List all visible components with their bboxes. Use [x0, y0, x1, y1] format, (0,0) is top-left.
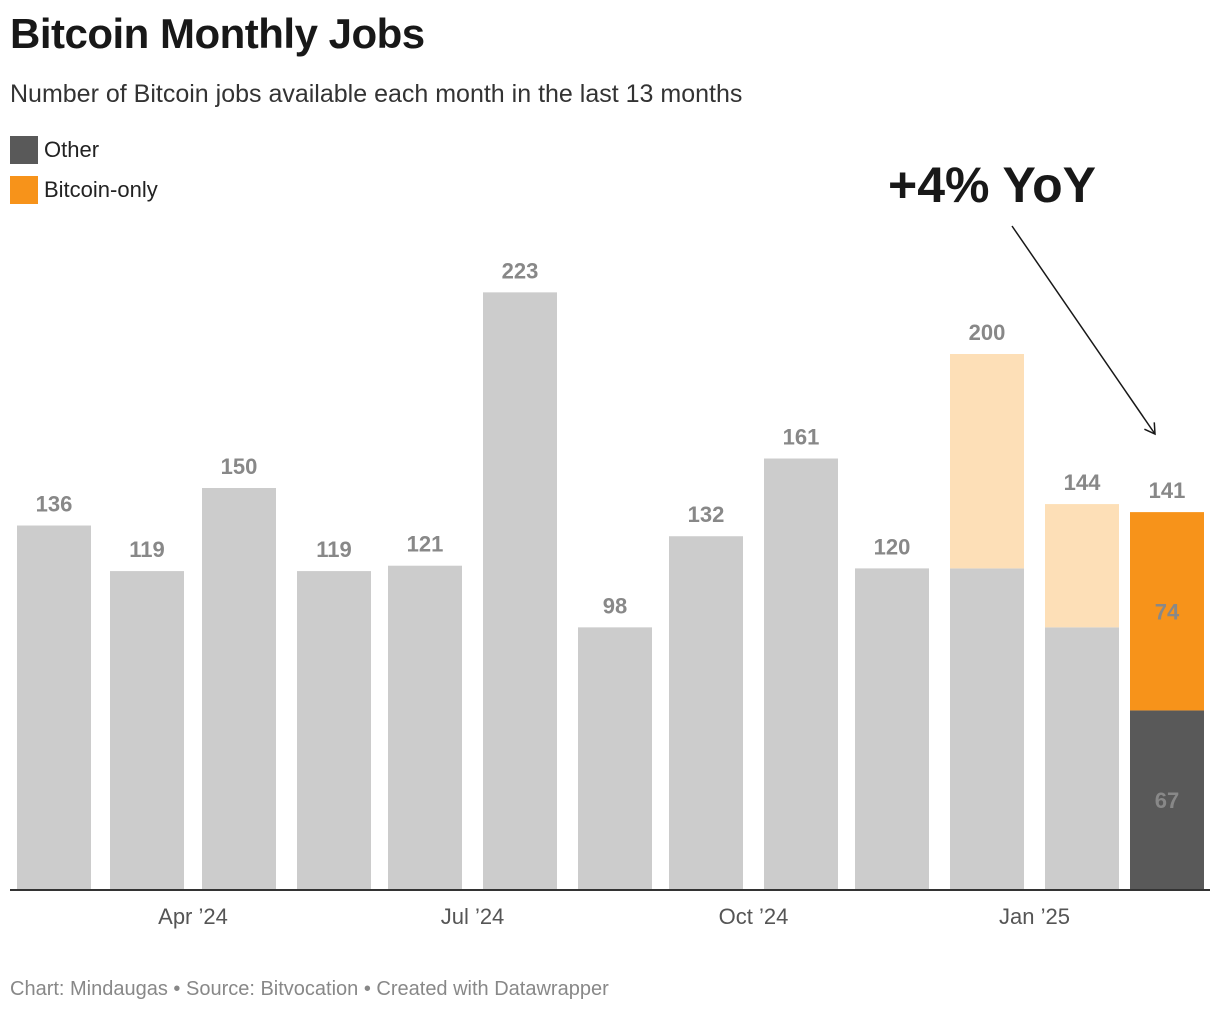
- bars: [17, 292, 1204, 890]
- value-label-11: 144: [1064, 470, 1101, 495]
- x-tick-label-0: Apr ’24: [158, 904, 228, 929]
- value-label-0: 136: [36, 492, 73, 517]
- legend: Other Bitcoin-only: [10, 136, 158, 216]
- bar-0: [17, 525, 91, 890]
- bar-2: [202, 488, 276, 890]
- legend-swatch-bitcoin-only: [10, 176, 38, 204]
- chart-title: Bitcoin Monthly Jobs: [10, 10, 425, 57]
- value-label-4: 121: [407, 532, 444, 557]
- legend-item-bitcoin-only: Bitcoin-only: [10, 176, 158, 204]
- bar-9: [855, 568, 929, 890]
- chart-footer: Chart: Mindaugas • Source: Bitvocation •…: [10, 978, 609, 1000]
- bar-8: [764, 458, 838, 890]
- segment-label-bitcoin-only: 74: [1155, 599, 1180, 624]
- bar-7: [669, 536, 743, 890]
- value-label-3: 119: [316, 537, 352, 562]
- x-tick-label-3: Jan ’25: [999, 904, 1070, 929]
- legend-label-bitcoin-only: Bitcoin-only: [44, 177, 158, 202]
- annotation-arrow: [1011, 225, 1156, 436]
- x-tick-label-2: Oct ’24: [719, 904, 789, 929]
- value-label-9: 120: [874, 534, 911, 559]
- legend-item-other: Other: [10, 136, 158, 164]
- bar-6: [578, 627, 652, 890]
- legend-label-other: Other: [44, 137, 100, 162]
- bar-4: [388, 565, 462, 890]
- value-label-10: 200: [969, 320, 1006, 345]
- x-tick-label-1: Jul ’24: [441, 904, 505, 929]
- value-label-2: 150: [221, 454, 258, 479]
- value-label-7: 132: [688, 502, 725, 527]
- bar-other-12: [1130, 710, 1204, 890]
- value-label-8: 161: [783, 425, 820, 450]
- value-labels: 136 119 150 119 121 223 98 132 161 120 200 144 141 67…: [36, 258, 1186, 813]
- bar-3: [297, 571, 371, 890]
- bar-5: [483, 292, 557, 890]
- chart-subtitle: Number of Bitcoin jobs available each mo…: [10, 80, 743, 108]
- value-label-12: 141: [1149, 478, 1186, 503]
- value-label-5: 223: [502, 258, 539, 283]
- segment-label-other: 67: [1155, 788, 1179, 813]
- bar-bitcoin-only-12: [1130, 512, 1204, 711]
- value-label-6: 98: [603, 593, 627, 618]
- legend-swatch-other: [10, 136, 38, 164]
- yoy-annotation: +4% YoY: [888, 157, 1096, 213]
- value-label-1: 119: [129, 537, 165, 562]
- bar-1: [110, 571, 184, 890]
- x-axis-ticks: Apr ’24 Jul ’24 Oct ’24 Jan ’25: [158, 904, 1070, 929]
- bar-other-10: [950, 568, 1024, 890]
- bar-bitcoin-only-11: [1045, 504, 1119, 628]
- bar-bitcoin-only-10: [950, 354, 1024, 569]
- bar-other-11: [1045, 627, 1119, 890]
